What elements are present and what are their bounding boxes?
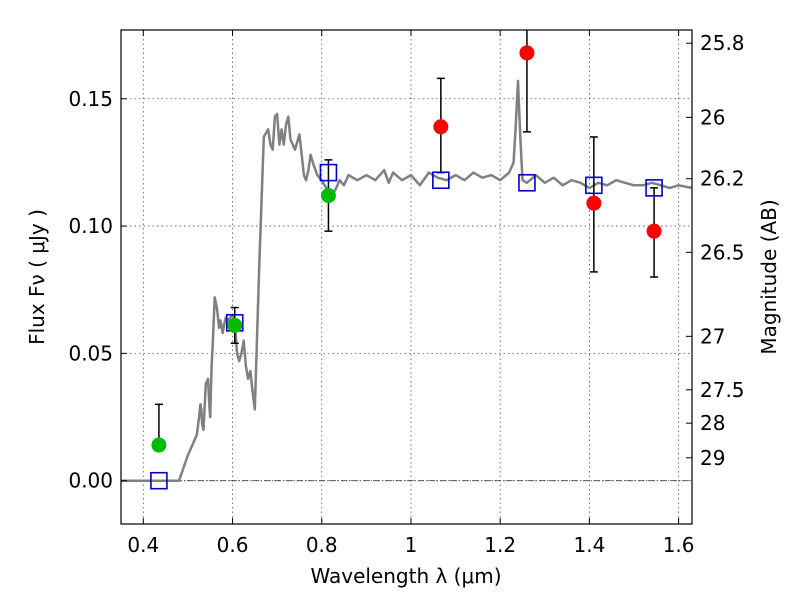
model-photometry-square [432, 171, 450, 190]
plot-frame [120, 29, 693, 525]
model-spectrum [121, 79, 692, 482]
x-tick-label: 0.4 [127, 533, 159, 557]
model-photometry-squares [150, 163, 663, 490]
model-photometry-square [585, 176, 603, 195]
observed-points [151, 45, 662, 453]
x-axis-label: Wavelength λ (μm) [310, 564, 501, 588]
magnitude-axis-label: Magnitude (AB) [757, 199, 781, 354]
y-tick-label: 0.05 [68, 341, 113, 365]
x-tick-label: 0.8 [306, 533, 338, 557]
y-axis-label: Flux Fν ( μJy ) [25, 209, 49, 345]
green-data-point [320, 188, 336, 204]
magnitude-tick-label: 25.8 [700, 31, 745, 55]
y-tick-label: 0.15 [68, 87, 113, 111]
magnitude-tick-label: 26 [700, 105, 725, 129]
x-tick-label: 1.6 [663, 533, 695, 557]
model-photometry-square [150, 471, 168, 490]
axis-ticks: 0.4 0.6 0.8 1 1.2 1.4 1.6 0.00 0.05 0.10 0.15 25.8 2… [68, 30, 745, 557]
magnitude-tick-label: 29 [700, 446, 725, 470]
model-photometry-square [645, 179, 663, 197]
red-data-point [586, 195, 602, 211]
x-tick-label: 1 [405, 533, 418, 557]
green-data-point [151, 437, 167, 453]
x-tick-label: 1.2 [484, 533, 516, 557]
grid-lines [121, 30, 692, 524]
model-photometry-square [319, 163, 338, 182]
magnitude-tick-label: 26.2 [700, 167, 745, 191]
magnitude-tick-label: 27.5 [700, 378, 745, 402]
x-tick-label: 1.4 [573, 533, 605, 557]
red-data-point [646, 223, 662, 239]
x-tick-label: 0.6 [217, 533, 249, 557]
magnitude-tick-label: 26.5 [700, 240, 745, 264]
magnitude-tick-label: 28 [700, 411, 725, 435]
green-data-point [227, 317, 243, 333]
magnitude-tick-label: 27 [700, 324, 725, 348]
model-photometry-square [518, 173, 536, 192]
red-data-point [433, 119, 449, 135]
y-tick-label: 0.00 [68, 469, 113, 493]
y-tick-label: 0.10 [68, 214, 113, 238]
red-data-point [519, 45, 535, 61]
model-spectrum-line [121, 79, 692, 482]
